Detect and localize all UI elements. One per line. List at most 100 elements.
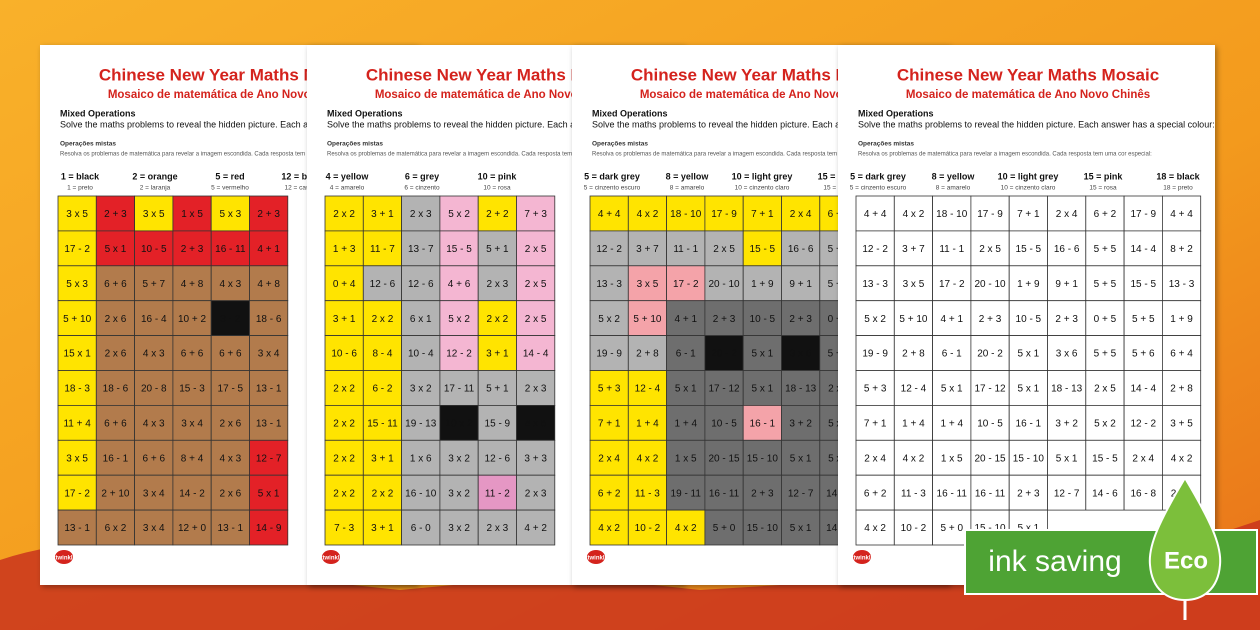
grid-cell xyxy=(324,230,364,267)
grid-cell xyxy=(439,404,479,441)
cell-problem: 3 x 2 xyxy=(448,488,470,499)
grid-cell xyxy=(1008,439,1048,476)
grid-cell xyxy=(855,335,895,371)
cell-problem: 6 - 1 xyxy=(676,349,696,360)
grid-cell xyxy=(970,195,1010,232)
cell-problem: 18 - 13 xyxy=(1051,384,1083,395)
grid-cell xyxy=(516,300,556,337)
cell-problem: 5 x 2 xyxy=(448,209,470,220)
cell-problem: 13 - 3 xyxy=(862,279,888,290)
cell-problem: 4 + 8 xyxy=(181,279,204,290)
cell-problem: 5 + 1 xyxy=(486,384,509,395)
grid-cell xyxy=(1085,230,1125,267)
cell-problem: 2 + 8 xyxy=(902,349,925,360)
cell-problem: 15 x 1 xyxy=(64,349,92,360)
cell-problem: 3 + 2 xyxy=(789,418,812,429)
grid-cell xyxy=(970,474,1010,511)
grid-cell xyxy=(970,404,1010,441)
grid-cell xyxy=(210,300,250,337)
cell-problem: 1 x 5 xyxy=(675,453,697,464)
grid-cell xyxy=(627,370,667,406)
cell-problem: 6 - 1 xyxy=(942,349,962,360)
heading-pt: Operações mistas xyxy=(592,141,648,148)
grid-cell xyxy=(1085,439,1125,476)
cell-problem: 1 + 4 xyxy=(902,418,925,429)
cell-problem: 6 + 2 xyxy=(1094,209,1117,220)
grid-cell xyxy=(477,230,517,267)
cell-problem: 4 x 2 xyxy=(903,209,925,220)
cell-problem: 4 x 3 xyxy=(143,349,165,360)
grid-cell xyxy=(134,370,174,406)
cell-problem: 2 x 4 xyxy=(864,453,886,464)
grid-cell xyxy=(439,195,479,232)
cell-problem: 2 x 6 xyxy=(105,314,127,325)
cell-problem: 18 - 10 xyxy=(670,209,702,220)
sheet-subtitle: Mosaico de matemática de Ano Novo Chinês xyxy=(108,89,352,101)
cell-problem: 13 - 1 xyxy=(256,418,282,429)
grid-cell xyxy=(742,230,782,267)
cell-problem: 12 - 7 xyxy=(788,488,814,499)
grid-cell xyxy=(324,300,364,337)
cell-problem: 4 x 2 xyxy=(637,453,659,464)
grid-cell xyxy=(893,195,933,232)
key-label-pt: 2 = laranja xyxy=(140,185,171,192)
cell-problem: 14 - 2 xyxy=(179,488,205,499)
grid-cell xyxy=(781,509,821,546)
cell-problem: 15 - 5 xyxy=(446,244,472,255)
grid-cell xyxy=(666,404,706,441)
grid-cell xyxy=(516,474,556,511)
cell-problem: 13 - 7 xyxy=(408,244,434,255)
sheet-subtitle: Mosaico de matemática de Ano Novo Chinês xyxy=(640,89,884,101)
sheet-title: Chinese New Year Maths Mosaic xyxy=(99,65,361,84)
grid-cell xyxy=(477,370,517,406)
cell-problem: 12 - 6 xyxy=(370,279,396,290)
cell-problem: 1 + 9 xyxy=(1017,279,1040,290)
cell-problem: 5 + 0 xyxy=(940,523,963,534)
key-label-pt: 1 = preto xyxy=(67,185,93,192)
grid-cell xyxy=(362,195,402,232)
grid-cell xyxy=(970,370,1010,406)
grid-cell xyxy=(477,300,517,337)
grid-cell xyxy=(516,509,556,546)
instructions-pt: Resolva os problemas de matemática para … xyxy=(592,152,886,158)
heading: Mixed Operations xyxy=(592,108,668,118)
cell-problem: 4 x 3 xyxy=(220,279,242,290)
key-label: 8 = yellow xyxy=(932,171,976,181)
cell-problem: 16 - 10 xyxy=(405,488,437,499)
cell-problem: 15 - 5 xyxy=(750,244,776,255)
key-label: 15 = pink xyxy=(1084,171,1124,181)
cell-problem: 3 + 1 xyxy=(333,314,356,325)
grid-cell xyxy=(516,404,556,441)
grid-cell xyxy=(477,335,517,371)
grid-cell xyxy=(666,370,706,406)
key-label: 1 = black xyxy=(61,171,100,181)
cell-problem: 5 x 2 xyxy=(864,314,886,325)
grid-cell xyxy=(57,265,97,302)
cell-problem: 17 - 2 xyxy=(673,279,699,290)
cell-problem: 2 x 4 xyxy=(598,453,620,464)
cell-problem: 17 - 12 xyxy=(708,384,740,395)
grid-cell xyxy=(855,195,895,232)
sheet-title: Chinese New Year Maths Mosaic xyxy=(897,65,1159,84)
cell-problem: 7 + 1 xyxy=(1017,209,1040,220)
cell-problem: 3 + 2 xyxy=(1055,418,1078,429)
cell-problem: 5 x 1 xyxy=(1018,384,1040,395)
cell-problem: 12 + 0 xyxy=(178,523,207,534)
key-label-pt: 10 = rosa xyxy=(483,185,511,192)
grid-cell xyxy=(666,474,706,511)
cell-problem: 5 x 1 xyxy=(1018,523,1040,534)
cell-problem: 17 - 2 xyxy=(64,244,90,255)
grid-cell xyxy=(362,404,402,441)
grid-cell xyxy=(855,300,895,337)
cell-problem: 11 - 3 xyxy=(635,488,660,499)
cell-problem: 17 - 5 xyxy=(218,384,244,395)
instructions-pt: Resolva os problemas de matemática para … xyxy=(60,152,354,158)
cell-problem: 10 x 2 xyxy=(445,418,473,429)
cell-problem: 2 x 2 xyxy=(333,453,355,464)
grid-cell xyxy=(249,195,289,232)
grid-cell xyxy=(172,439,212,476)
cell-problem: 3 x 5 xyxy=(903,279,925,290)
cell-problem: 15 - 5 xyxy=(1130,279,1156,290)
grid-cell xyxy=(1123,439,1163,476)
cell-problem: 2 + 3 xyxy=(181,244,204,255)
